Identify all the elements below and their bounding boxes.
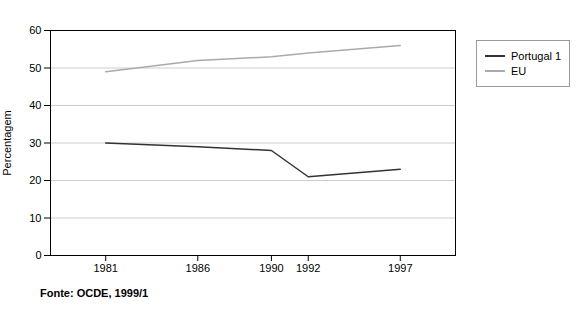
svg-text:1990: 1990 xyxy=(259,262,283,274)
svg-text:50: 50 xyxy=(29,62,41,74)
svg-text:40: 40 xyxy=(29,99,41,111)
html-text:Portugal 1: Portugal 1 xyxy=(511,50,562,62)
svg-text:30: 30 xyxy=(29,137,41,149)
html-text:Fonte: OCDE, 1999/1: Fonte: OCDE, 1999/1 xyxy=(40,287,149,299)
svg-text:0: 0 xyxy=(35,249,41,261)
svg-text:20: 20 xyxy=(29,174,41,186)
svg-text:1986: 1986 xyxy=(186,262,210,274)
svg-text:Percentagem: Percentagem xyxy=(1,110,13,175)
svg-text:1992: 1992 xyxy=(296,262,320,274)
svg-text:1981: 1981 xyxy=(93,262,117,274)
html-text:EU: EU xyxy=(511,65,527,77)
svg-text:60: 60 xyxy=(29,24,41,36)
svg-text:10: 10 xyxy=(29,212,41,224)
svg-text:1997: 1997 xyxy=(388,262,412,274)
